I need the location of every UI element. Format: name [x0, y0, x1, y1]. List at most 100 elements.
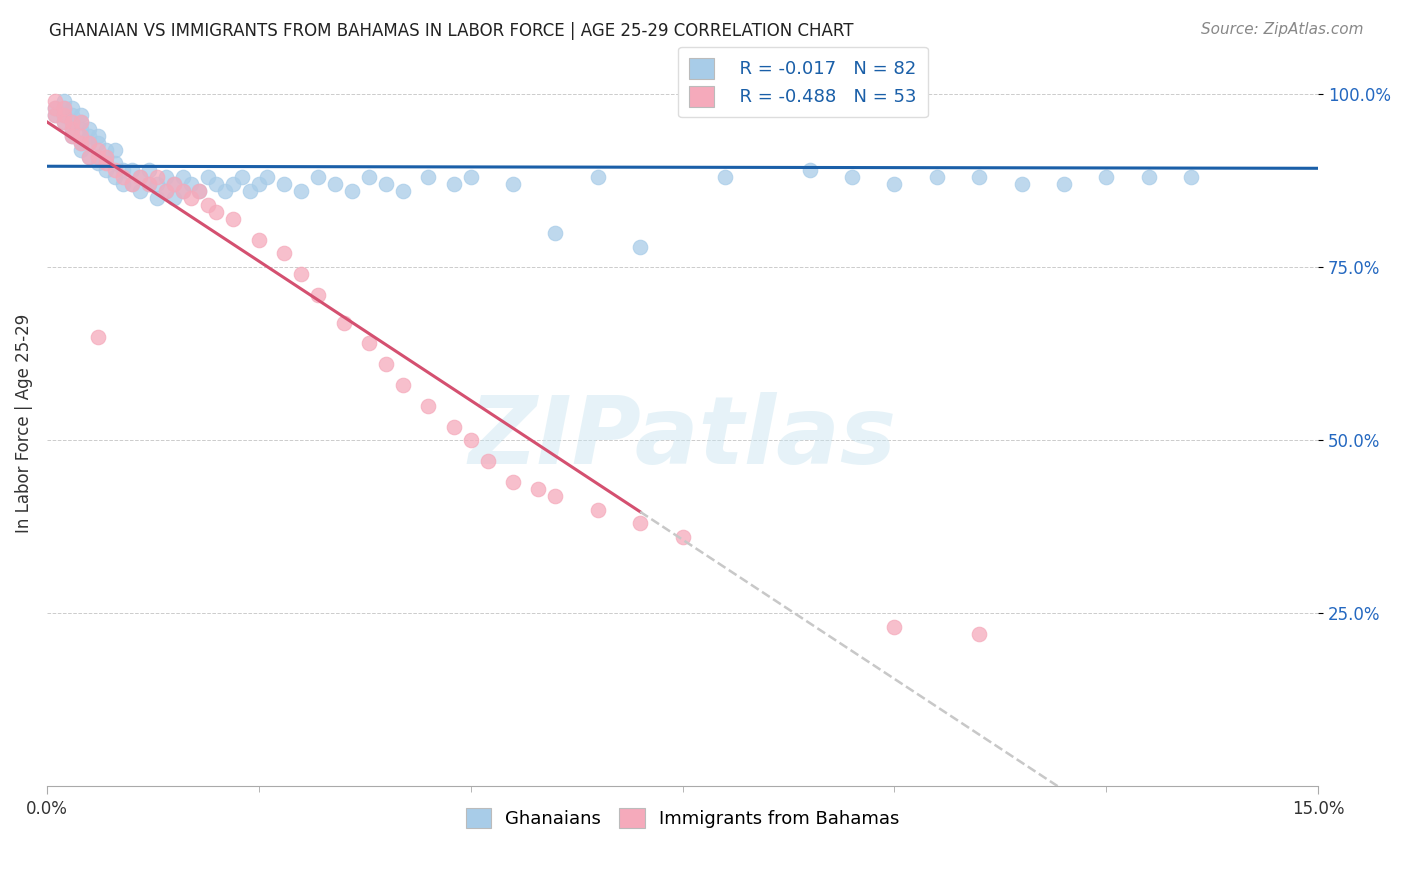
- Point: [544, 226, 567, 240]
- Point: [222, 178, 245, 192]
- Point: [96, 149, 118, 163]
- Point: [60, 115, 83, 129]
- Point: [180, 178, 202, 192]
- Text: Source: ZipAtlas.com: Source: ZipAtlas.com: [1201, 22, 1364, 37]
- Point: [77, 136, 100, 150]
- Point: [307, 288, 329, 302]
- Point: [87, 329, 110, 343]
- Point: [69, 136, 91, 150]
- Point: [163, 178, 186, 192]
- Point: [799, 163, 821, 178]
- Point: [52, 108, 75, 122]
- Point: [197, 198, 219, 212]
- Point: [87, 136, 110, 150]
- Point: [967, 170, 990, 185]
- Point: [239, 184, 262, 198]
- Text: GHANAIAN VS IMMIGRANTS FROM BAHAMAS IN LABOR FORCE | AGE 25-29 CORRELATION CHART: GHANAIAN VS IMMIGRANTS FROM BAHAMAS IN L…: [49, 22, 853, 40]
- Point: [52, 115, 75, 129]
- Point: [77, 121, 100, 136]
- Point: [1137, 170, 1160, 185]
- Point: [477, 454, 499, 468]
- Point: [671, 530, 693, 544]
- Y-axis label: In Labor Force | Age 25-29: In Labor Force | Age 25-29: [15, 313, 32, 533]
- Point: [883, 178, 905, 192]
- Point: [502, 475, 524, 489]
- Point: [121, 163, 143, 178]
- Point: [418, 399, 440, 413]
- Point: [87, 128, 110, 143]
- Point: [52, 101, 75, 115]
- Point: [1180, 170, 1202, 185]
- Point: [96, 156, 118, 170]
- Point: [1011, 178, 1033, 192]
- Point: [60, 108, 83, 122]
- Point: [44, 94, 66, 108]
- Point: [544, 489, 567, 503]
- Point: [357, 336, 380, 351]
- Point: [1095, 170, 1118, 185]
- Point: [104, 156, 127, 170]
- Point: [443, 178, 465, 192]
- Point: [60, 115, 83, 129]
- Point: [52, 101, 75, 115]
- Point: [69, 143, 91, 157]
- Point: [247, 178, 270, 192]
- Point: [60, 101, 83, 115]
- Point: [60, 128, 83, 143]
- Point: [69, 121, 91, 136]
- Point: [967, 627, 990, 641]
- Point: [52, 108, 75, 122]
- Point: [69, 136, 91, 150]
- Point: [460, 434, 482, 448]
- Point: [340, 184, 363, 198]
- Point: [155, 184, 177, 198]
- Point: [374, 178, 396, 192]
- Point: [69, 115, 91, 129]
- Legend: Ghanaians, Immigrants from Bahamas: Ghanaians, Immigrants from Bahamas: [458, 800, 907, 836]
- Point: [69, 115, 91, 129]
- Point: [129, 170, 152, 185]
- Point: [129, 170, 152, 185]
- Point: [586, 502, 609, 516]
- Point: [460, 170, 482, 185]
- Point: [129, 184, 152, 198]
- Point: [163, 178, 186, 192]
- Point: [104, 163, 127, 178]
- Point: [87, 156, 110, 170]
- Point: [231, 170, 253, 185]
- Point: [586, 170, 609, 185]
- Point: [628, 516, 651, 531]
- Point: [52, 94, 75, 108]
- Point: [96, 163, 118, 178]
- Point: [138, 178, 160, 192]
- Point: [443, 419, 465, 434]
- Point: [87, 143, 110, 157]
- Point: [112, 178, 135, 192]
- Point: [112, 170, 135, 185]
- Point: [188, 184, 211, 198]
- Point: [146, 178, 169, 192]
- Point: [69, 128, 91, 143]
- Point: [332, 316, 354, 330]
- Point: [77, 149, 100, 163]
- Point: [374, 357, 396, 371]
- Point: [112, 163, 135, 178]
- Point: [96, 143, 118, 157]
- Point: [222, 211, 245, 226]
- Point: [628, 239, 651, 253]
- Point: [307, 170, 329, 185]
- Point: [77, 136, 100, 150]
- Point: [925, 170, 948, 185]
- Point: [138, 163, 160, 178]
- Point: [77, 128, 100, 143]
- Point: [290, 267, 312, 281]
- Point: [60, 121, 83, 136]
- Point: [714, 170, 737, 185]
- Point: [527, 482, 550, 496]
- Point: [323, 178, 346, 192]
- Point: [121, 178, 143, 192]
- Point: [104, 143, 127, 157]
- Point: [205, 205, 228, 219]
- Point: [197, 170, 219, 185]
- Point: [96, 149, 118, 163]
